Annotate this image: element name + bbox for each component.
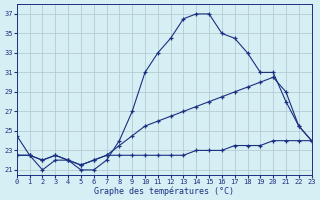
- X-axis label: Graphe des températures (°C): Graphe des températures (°C): [94, 186, 234, 196]
